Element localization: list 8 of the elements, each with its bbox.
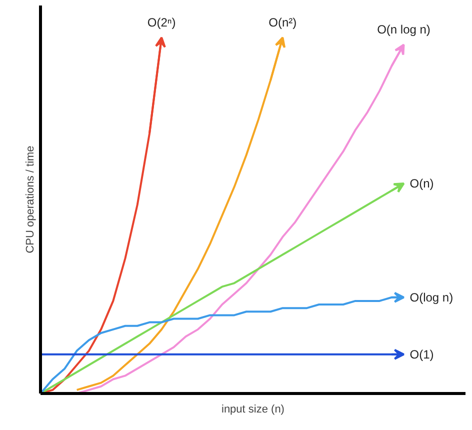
- series-label: O(2ⁿ): [147, 16, 176, 30]
- series-label: O(n log n): [377, 22, 430, 37]
- legend-label: O(1): [410, 347, 434, 362]
- series-label: O(n²): [268, 16, 297, 30]
- legend-label: O(n): [410, 176, 434, 190]
- y-axis-title: CPU operations / time: [24, 146, 36, 254]
- legend-label: O(log n): [410, 290, 454, 304]
- x-axis-title: input size (n): [222, 404, 284, 416]
